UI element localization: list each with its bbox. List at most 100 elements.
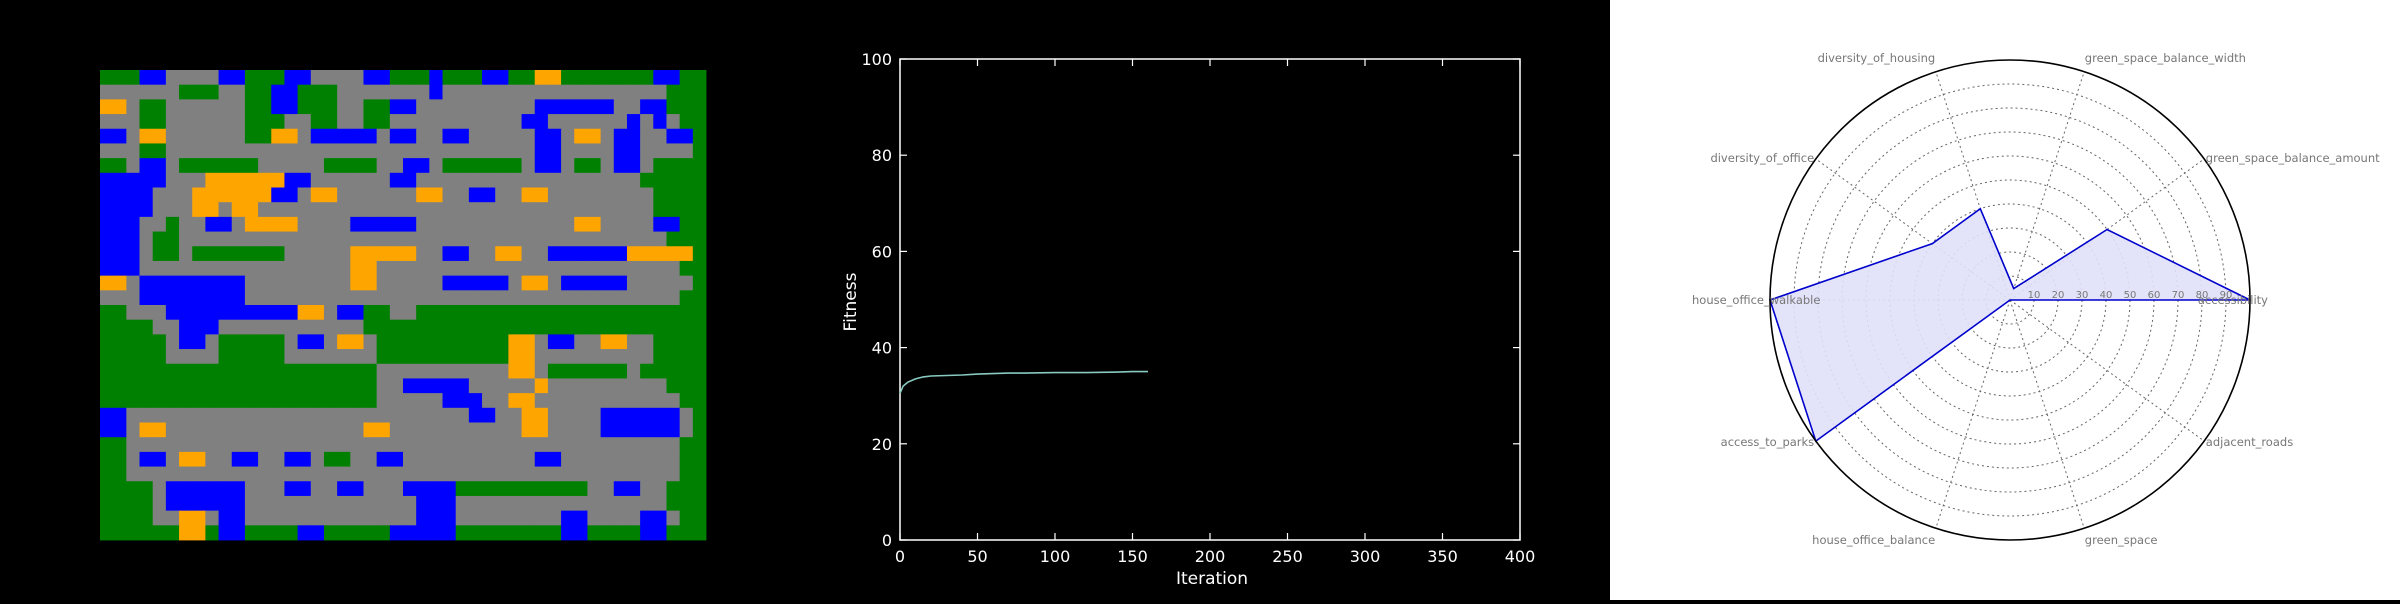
park-cell [495, 349, 509, 365]
park-cell [258, 349, 272, 365]
road-cell [416, 290, 430, 306]
office-cell [244, 216, 259, 232]
road-cell [587, 495, 601, 512]
road-cell [574, 143, 588, 159]
park-cell [692, 407, 707, 423]
road-cell [363, 481, 378, 497]
road-cell [613, 466, 628, 482]
road-cell [574, 437, 588, 453]
park-cell [376, 305, 391, 321]
housing-cell [363, 216, 378, 232]
road-cell [534, 216, 549, 232]
road-cell [429, 422, 443, 438]
road-cell [244, 510, 259, 526]
housing-cell [192, 481, 206, 497]
road-cell [258, 275, 272, 291]
park-cell [666, 525, 681, 541]
road-cell [205, 143, 219, 159]
park-cell [258, 393, 272, 409]
road-cell [534, 231, 549, 247]
road-cell [640, 114, 654, 130]
radial-tick-label: 80 [2196, 290, 2209, 301]
park-cell [666, 202, 681, 218]
road-cell [416, 114, 430, 130]
city-grid-map [100, 70, 707, 541]
road-cell [165, 437, 180, 453]
road-cell [626, 260, 641, 277]
road-cell [679, 275, 694, 291]
housing-cell [113, 187, 127, 203]
park-cell [310, 84, 325, 100]
park-cell [495, 525, 509, 541]
housing-cell [139, 202, 154, 218]
park-cell [547, 319, 562, 335]
park-cell [100, 451, 114, 467]
park-cell [179, 393, 193, 409]
road-cell [429, 246, 443, 262]
housing-cell [100, 187, 114, 203]
road-cell [350, 510, 364, 526]
road-cell [587, 510, 601, 526]
park-cell [442, 70, 457, 86]
road-cell [231, 84, 246, 100]
park-cell [534, 481, 549, 497]
road-cell [271, 495, 285, 512]
office-cell [218, 172, 233, 188]
park-cell [376, 349, 391, 365]
road-cell [113, 290, 127, 306]
road-cell [165, 172, 180, 188]
park-cell [258, 378, 272, 394]
park-cell [547, 305, 562, 321]
park-cell [442, 349, 457, 365]
road-cell [468, 378, 483, 394]
road-cell [468, 99, 483, 115]
road-cell [653, 437, 667, 453]
housing-cell [297, 70, 312, 86]
road-cell [152, 216, 167, 232]
road-cell [482, 466, 496, 482]
road-cell [323, 143, 338, 159]
housing-cell [152, 158, 167, 174]
park-cell [640, 319, 654, 335]
road-cell [403, 510, 417, 526]
road-cell [600, 481, 615, 497]
road-cell [416, 128, 430, 144]
office-cell [363, 246, 378, 262]
road-cell [455, 187, 470, 203]
road-cell [495, 187, 509, 203]
road-cell [587, 187, 601, 203]
park-cell [692, 172, 707, 188]
park-cell [350, 363, 364, 379]
road-cell [218, 143, 233, 159]
housing-cell [626, 407, 641, 423]
park-cell [139, 378, 154, 394]
road-cell [205, 451, 219, 467]
park-cell [692, 334, 707, 350]
park-cell [100, 393, 114, 409]
housing-cell [574, 246, 588, 262]
housing-cell [666, 128, 681, 144]
office-cell [653, 246, 667, 262]
park-cell [284, 378, 298, 394]
housing-cell [534, 114, 549, 130]
housing-cell [403, 525, 417, 541]
office-cell [521, 422, 536, 438]
housing-cell [244, 451, 259, 467]
road-cell [389, 143, 404, 159]
road-cell [653, 143, 667, 159]
road-cell [297, 260, 312, 277]
road-cell [139, 260, 154, 277]
road-cell [231, 260, 246, 277]
road-cell [271, 275, 285, 291]
housing-cell [429, 525, 443, 541]
park-cell [521, 481, 536, 497]
road-cell [547, 407, 562, 423]
metrics-radar-panel: 10 20 30 40 50 60 70 80 90 accessibility green_spa… [1610, 0, 2400, 600]
housing-cell [389, 451, 404, 467]
park-cell [139, 363, 154, 379]
road-cell [429, 290, 443, 306]
park-cell [284, 363, 298, 379]
park-cell [376, 525, 391, 541]
road-cell [284, 349, 298, 365]
road-cell [218, 128, 233, 144]
